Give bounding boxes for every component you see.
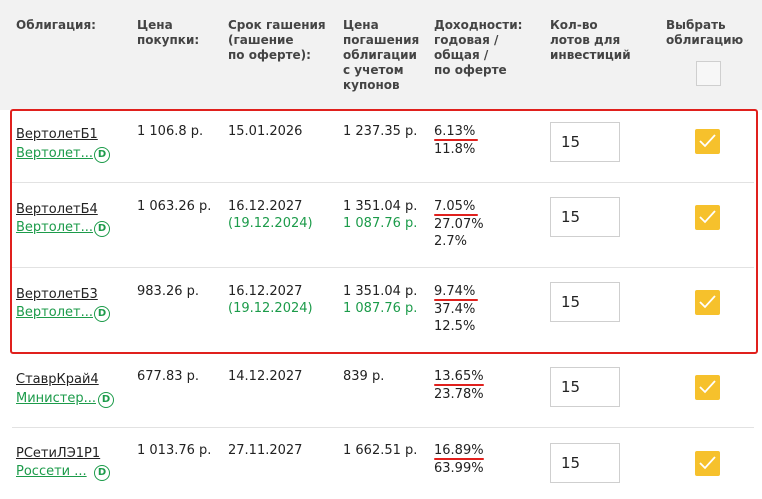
yield-annual: 13.65%	[434, 369, 484, 384]
row-divider	[12, 427, 754, 428]
issuer-link[interactable]: Вертолет...	[16, 305, 93, 320]
price-value: 1 013.76 р.	[137, 443, 212, 458]
yield-annual: 6.13%	[434, 124, 476, 139]
issuer-link[interactable]: Россети ...	[16, 464, 87, 479]
header-lots: Кол-во лотов для инвестиций	[550, 18, 631, 62]
lots-input[interactable]	[550, 282, 620, 322]
select-all-checkbox[interactable]	[696, 61, 721, 86]
yield-underline	[434, 139, 478, 141]
lots-input[interactable]	[550, 443, 620, 483]
dividend-icon: D	[94, 465, 110, 481]
redemption-value: 839 р.	[343, 369, 385, 384]
redemption-offer-value: 1 087.76 р.	[343, 301, 418, 316]
table-row: РСетиЛЭ1Р1 Россети ... D 1 013.76 р. 27.…	[0, 428, 762, 499]
yield-underline	[434, 214, 478, 216]
table-row: ВертолетБ4 Вертолет... D 1 063.26 р. 16.…	[0, 183, 762, 267]
select-checkbox[interactable]	[695, 205, 720, 230]
price-value: 1 106.8 р.	[137, 124, 204, 139]
issuer-link[interactable]: Вертолет...	[16, 146, 93, 161]
yield-underline	[434, 458, 484, 460]
maturity-value: 16.12.2027	[228, 199, 303, 214]
yield-annual: 7.05%	[434, 199, 476, 214]
redemption-value: 1 351.04 р.	[343, 284, 418, 299]
header-select: Выбрать облигацию	[666, 18, 744, 47]
header-yield: Доходности: годовая / общая / по оферте	[434, 18, 523, 77]
checkmark-icon	[699, 456, 716, 470]
lots-input[interactable]	[550, 367, 620, 407]
header-price: Цена покупки:	[137, 18, 200, 47]
select-checkbox[interactable]	[695, 290, 720, 315]
row-divider	[12, 267, 754, 268]
table-row: ВертолетБ3 Вертолет... D 983.26 р. 16.12…	[0, 268, 762, 352]
redemption-value: 1 237.35 р.	[343, 124, 418, 139]
maturity-value: 16.12.2027	[228, 284, 303, 299]
checkmark-icon	[699, 380, 716, 394]
offer-date-value: (19.12.2024)	[228, 301, 313, 316]
maturity-value: 27.11.2027	[228, 443, 303, 458]
yield-offer: 2.7%	[434, 234, 468, 249]
yield-total: 63.99%	[434, 461, 484, 476]
select-checkbox[interactable]	[695, 129, 720, 154]
maturity-value: 14.12.2027	[228, 369, 303, 384]
dividend-icon: D	[98, 392, 114, 408]
bond-name-link[interactable]: СтаврКрай4	[16, 372, 99, 387]
redemption-value: 1 662.51 р.	[343, 443, 418, 458]
dividend-icon: D	[94, 221, 110, 237]
select-checkbox[interactable]	[695, 451, 720, 476]
yield-total: 11.8%	[434, 142, 476, 157]
select-checkbox[interactable]	[695, 375, 720, 400]
yield-total: 23.78%	[434, 387, 484, 402]
yield-underline	[434, 384, 484, 386]
price-value: 1 063.26 р.	[137, 199, 212, 214]
dividend-icon: D	[94, 306, 110, 322]
yield-offer: 12.5%	[434, 319, 476, 334]
offer-date-value: (19.12.2024)	[228, 216, 313, 231]
issuer-link[interactable]: Вертолет...	[16, 220, 93, 235]
checkmark-icon	[699, 134, 716, 148]
lots-input[interactable]	[550, 197, 620, 237]
yield-total: 37.4%	[434, 302, 476, 317]
bond-name-link[interactable]: ВертолетБ1	[16, 127, 98, 142]
checkmark-icon	[699, 210, 716, 224]
issuer-link[interactable]: Министер...	[16, 391, 96, 406]
redemption-value: 1 351.04 р.	[343, 199, 418, 214]
checkmark-icon	[699, 295, 716, 309]
bond-name-link[interactable]: ВертолетБ4	[16, 202, 98, 217]
table-row: СтаврКрай4 Министер... D 677.83 р. 14.12…	[0, 355, 762, 427]
yield-total: 27.07%	[434, 217, 484, 232]
yield-annual: 16.89%	[434, 443, 484, 458]
row-divider	[12, 182, 754, 183]
bond-name-link[interactable]: РСетиЛЭ1Р1	[16, 446, 101, 461]
lots-input[interactable]	[550, 122, 620, 162]
price-value: 677.83 р.	[137, 369, 200, 384]
redemption-offer-value: 1 087.76 р.	[343, 216, 418, 231]
maturity-value: 15.01.2026	[228, 124, 303, 139]
bond-name-link[interactable]: ВертолетБ3	[16, 287, 98, 302]
yield-underline	[434, 299, 478, 301]
header-bond: Облигация:	[16, 18, 96, 32]
price-value: 983.26 р.	[137, 284, 200, 299]
header-maturity: Срок гашения (гашение по оферте):	[228, 18, 326, 62]
table-header: Облигация: Цена покупки: Срок гашения (г…	[0, 0, 762, 110]
yield-annual: 9.74%	[434, 284, 476, 299]
header-redemption: Цена погашения облигации с учетом купоно…	[343, 18, 420, 92]
dividend-icon: D	[94, 147, 110, 163]
table-row: ВертолетБ1 Вертолет... D 1 106.8 р. 15.0…	[0, 110, 762, 182]
